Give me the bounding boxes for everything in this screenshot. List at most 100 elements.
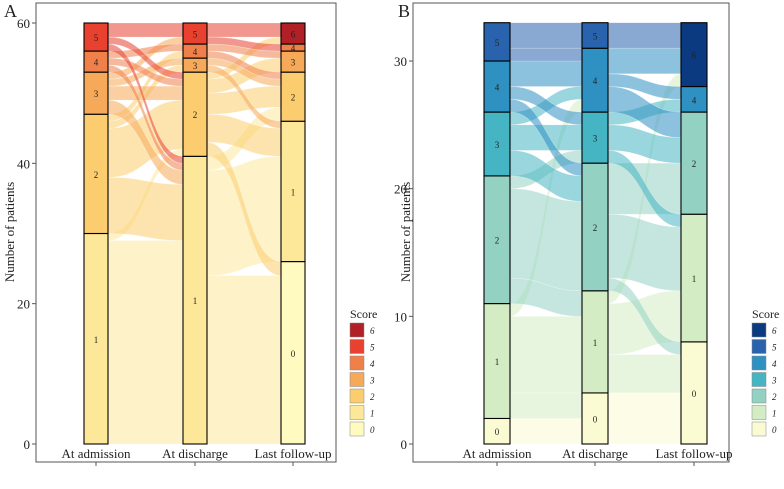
- panel-label: A: [4, 1, 17, 21]
- segment-label: 3: [94, 89, 99, 99]
- legend-swatch: [349, 405, 365, 420]
- stack-segment: [280, 120, 306, 263]
- legend-swatch: [751, 339, 767, 354]
- stack-segment: [680, 213, 708, 343]
- stack-segment: [483, 111, 511, 177]
- stack-segment: [483, 303, 511, 420]
- flow-ribbon: [607, 392, 682, 445]
- segment-label: 1: [193, 296, 198, 306]
- segment-label: 2: [593, 223, 598, 233]
- segment-label: 0: [291, 349, 296, 359]
- segment-label: 5: [495, 38, 500, 48]
- legend-label: 2: [772, 392, 777, 402]
- x-tick-label: Last follow-up: [255, 446, 332, 461]
- stack-segment: [83, 71, 109, 115]
- segment-label: 5: [193, 30, 198, 40]
- segment-label: 6: [291, 30, 296, 40]
- flow-ribbon: [509, 418, 583, 445]
- stack-segment: [581, 47, 609, 113]
- flow-ribbon: [509, 60, 583, 87]
- legend-swatch: [349, 372, 365, 387]
- y-tick-label: 20: [394, 182, 407, 197]
- stack-segment: [83, 22, 109, 52]
- legend-swatch: [349, 421, 365, 437]
- segment-label: 1: [692, 274, 697, 284]
- legend-label: 4: [772, 359, 777, 369]
- legend-label: 6: [370, 326, 375, 336]
- x-tick-label: Last follow-up: [656, 446, 733, 461]
- stack-segment: [280, 22, 306, 45]
- y-tick-label: 0: [24, 437, 31, 452]
- segment-label: 4: [94, 58, 99, 68]
- legend-swatch: [751, 322, 767, 338]
- stack-segment: [83, 232, 109, 445]
- segment-label: 1: [495, 357, 500, 367]
- x-tick-label: At admission: [62, 446, 131, 461]
- segment-label: 2: [291, 93, 296, 103]
- segment-label: 1: [94, 335, 99, 345]
- x-tick-label: At discharge: [162, 446, 228, 461]
- legend-swatch: [751, 372, 767, 387]
- x-tick-label: At discharge: [562, 446, 628, 461]
- segment-label: 4: [495, 83, 500, 93]
- legend-swatch: [349, 339, 365, 354]
- legend-label: 0: [370, 425, 375, 435]
- legend: Score 6 5 4 3 2 1 0: [751, 307, 779, 437]
- flow-ribbon: [107, 85, 184, 101]
- segment-label: 2: [692, 159, 697, 169]
- stack-segment: [483, 22, 511, 62]
- segment-label: 2: [193, 110, 198, 120]
- x-tick-label: At admission: [463, 446, 532, 461]
- segment-label: 0: [593, 414, 598, 424]
- stack-segment: [581, 392, 609, 445]
- legend-swatch: [349, 322, 365, 338]
- y-axis-label: Number of patients: [398, 182, 413, 282]
- legend-swatch: [349, 355, 365, 371]
- y-axis: 0 10 20 30: [394, 54, 413, 452]
- segment-label: 4: [291, 44, 296, 54]
- segment-label: 5: [593, 31, 598, 41]
- stage-column: 0 1 2 4 6: [680, 22, 708, 445]
- flow-ribbon: [509, 392, 583, 419]
- flow-ribbon: [107, 177, 184, 241]
- y-tick-label: 0: [401, 437, 408, 452]
- legend-label: 6: [772, 326, 777, 336]
- y-axis: 0 20 40 60: [17, 16, 36, 452]
- stack-segment: [182, 22, 208, 45]
- legend-label: 2: [370, 392, 375, 402]
- panel-label: B: [398, 1, 410, 21]
- stack-segment: [182, 155, 208, 445]
- legend-label: 3: [771, 376, 777, 386]
- segment-label: 3: [291, 58, 296, 68]
- stack-segment: [483, 60, 511, 113]
- legend-swatch: [751, 388, 767, 404]
- stack-segment: [483, 417, 511, 445]
- legend-label: 1: [370, 409, 375, 419]
- legend: Score 6 5 4 3 2 1 0: [349, 307, 377, 437]
- stage-column: 0 1 2 3 4 5: [581, 22, 609, 445]
- flow-ribbon: [107, 22, 184, 38]
- stack-segment: [182, 71, 208, 157]
- legend-label: 0: [772, 425, 777, 435]
- flow-ribbon: [509, 188, 583, 292]
- stage-column: 0 1 2 3 4 5: [483, 22, 511, 445]
- segment-label: 6: [692, 51, 697, 61]
- stack-segment: [680, 341, 708, 445]
- flow-ribbon: [607, 47, 682, 75]
- y-tick-label: 20: [17, 297, 30, 312]
- legend-label: 5: [772, 343, 777, 353]
- segment-label: 5: [94, 33, 99, 43]
- flow-ribbon: [607, 213, 682, 292]
- flow-ribbon: [206, 22, 282, 38]
- flow-ribbon: [607, 22, 682, 49]
- stack-segment: [83, 113, 109, 235]
- legend-label: 4: [370, 359, 375, 369]
- stack-segment: [581, 22, 609, 49]
- segment-label: 4: [692, 95, 697, 105]
- flows: [107, 22, 282, 445]
- stack-segment: [581, 111, 609, 164]
- y-tick-label: 60: [17, 16, 30, 31]
